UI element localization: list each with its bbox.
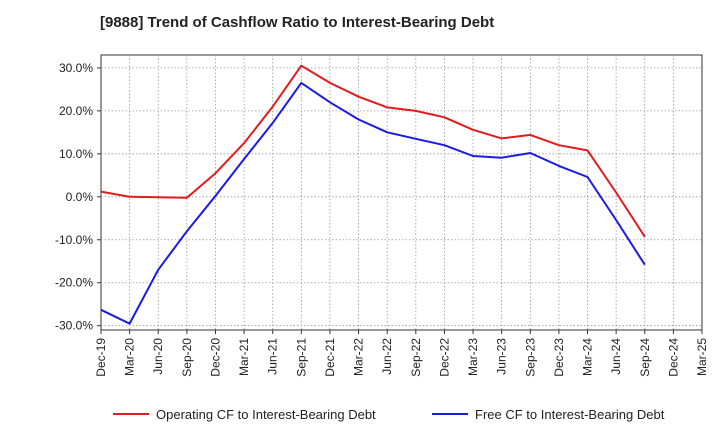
x-tick-label: Mar-20 [123, 338, 137, 376]
x-tick-label: Dec-21 [323, 338, 337, 377]
x-tick-label: Sep-20 [180, 338, 194, 377]
x-tick-label: Jun-24 [609, 338, 623, 375]
y-tick-label: -20.0% [55, 276, 93, 290]
y-tick-label: -10.0% [55, 233, 93, 247]
x-tick-label: Mar-21 [237, 338, 251, 376]
y-tick-label: 30.0% [59, 61, 93, 75]
legend-label: Operating CF to Interest-Bearing Debt [156, 407, 376, 422]
y-tick-label: 0.0% [66, 190, 94, 204]
x-tick-label: Dec-23 [552, 338, 566, 377]
x-tick-label: Mar-25 [695, 338, 709, 376]
x-tick-label: Jun-20 [151, 338, 165, 375]
x-tick-label: Sep-22 [409, 338, 423, 377]
legend-label: Free CF to Interest-Bearing Debt [475, 407, 665, 422]
operating-cf-line [100, 64, 646, 238]
x-tick-label: Dec-20 [208, 338, 222, 377]
x-tick-label: Sep-21 [294, 338, 308, 377]
y-tick-label: 10.0% [59, 147, 93, 161]
y-tick-label: 20.0% [59, 104, 93, 118]
x-tick-label: Jun-21 [266, 338, 280, 375]
plot-area [100, 54, 703, 331]
y-tick-label: -30.0% [55, 319, 93, 333]
x-tick-label: Mar-22 [352, 338, 366, 376]
x-tick-label: Jun-22 [380, 338, 394, 375]
x-tick-label: Mar-24 [581, 338, 595, 376]
x-tick-label: Dec-19 [94, 338, 108, 377]
x-tick-label: Jun-23 [495, 338, 509, 375]
chart-title: [9888] Trend of Cashflow Ratio to Intere… [100, 14, 495, 31]
x-tick-label: Mar-23 [466, 338, 480, 376]
x-tick-label: Sep-24 [638, 338, 652, 377]
x-tick-label: Dec-22 [437, 338, 451, 377]
x-tick-label: Sep-23 [523, 338, 537, 377]
x-tick-label: Dec-24 [666, 338, 680, 377]
free-cf-line [100, 81, 646, 325]
